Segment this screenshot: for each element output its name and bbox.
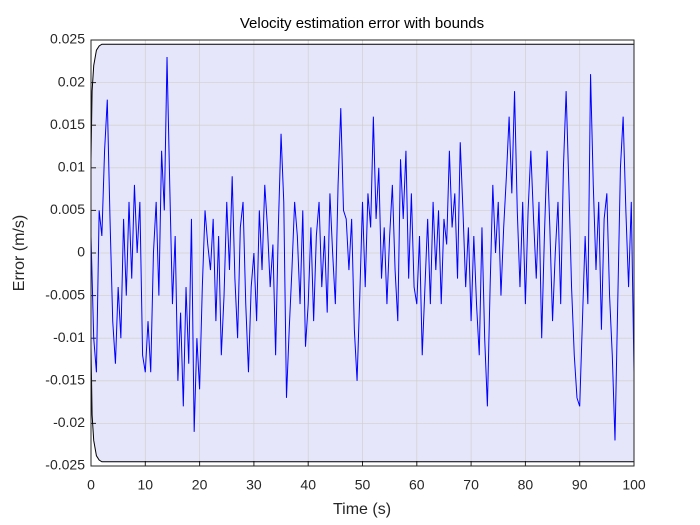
x-tick-label: 90	[572, 477, 588, 493]
x-tick-label: 50	[355, 477, 371, 493]
x-tick-label: 0	[87, 477, 95, 493]
axes-box	[90, 39, 635, 467]
y-tick-label: -0.005	[45, 286, 85, 302]
data-line	[90, 57, 635, 441]
y-tick-label: -0.01	[53, 329, 85, 345]
y-tick-label: -0.02	[53, 414, 85, 430]
x-tick-label: 100	[622, 477, 646, 493]
y-tick-label: -0.025	[45, 457, 85, 473]
x-tick-label: 70	[463, 477, 479, 493]
lower-bound	[90, 346, 634, 463]
y-tick-label: 0.02	[58, 73, 85, 89]
chart-title: Velocity estimation error with bounds	[240, 15, 484, 32]
y-axis-label: Error (m/s)	[11, 215, 28, 291]
x-tick-label: 40	[300, 477, 316, 493]
x-tick-label: 60	[409, 477, 425, 493]
y-tick-label: 0	[77, 244, 85, 260]
x-tick-label: 20	[192, 477, 208, 493]
y-tick-label: 0.025	[50, 31, 85, 47]
x-tick-label: 80	[518, 477, 534, 493]
y-tick-label: -0.015	[45, 372, 85, 388]
x-tick-label: 30	[246, 477, 262, 493]
upper-bound	[90, 43, 634, 160]
x-axis-label: Time (s)	[333, 501, 391, 518]
y-tick-label: 0.005	[50, 201, 85, 217]
x-tick-label: 10	[138, 477, 154, 493]
y-tick-label: 0.015	[50, 116, 85, 132]
y-tick-label: 0.01	[58, 159, 85, 175]
